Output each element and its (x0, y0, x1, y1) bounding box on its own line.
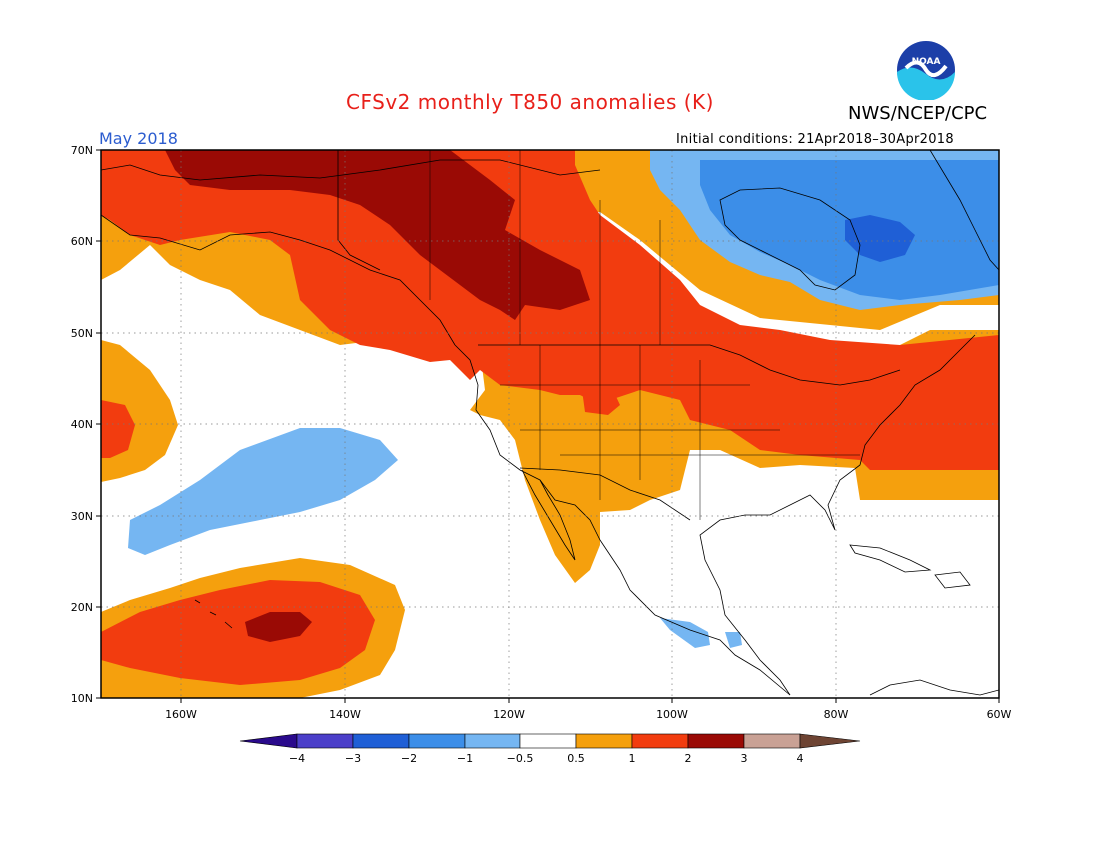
coastline-greenland (929, 150, 999, 271)
lat-label-30n: 30N (71, 510, 93, 523)
graticule (101, 150, 999, 698)
anomaly-region--1--0.5-mexico (660, 618, 710, 648)
lat-label-40n: 40N (71, 418, 93, 431)
colorbar-label-minus4: −4 (289, 752, 305, 765)
lat-label-70n: 70N (71, 144, 93, 157)
lat-label-60n: 60N (71, 235, 93, 248)
noaa-logo-text: NOAA (912, 57, 941, 67)
initial-conditions: Initial conditions: 21Apr2018–30Apr2018 (676, 132, 954, 147)
state-borders (500, 345, 860, 520)
colorbar-swatch-neutral (519, 733, 577, 749)
lat-label-10n: 10N (71, 692, 93, 705)
anomaly-region-2-3-hawaii (245, 612, 312, 642)
border-us-canada (478, 344, 901, 386)
coastline-alaska (101, 214, 456, 346)
colorbar-swatch-minus3-minus2 (352, 733, 410, 749)
colorbar-label-1: 1 (629, 752, 636, 765)
anomaly-region-1-2-midpacific (101, 400, 135, 458)
colorbar-swatch-gt-4 (799, 733, 861, 749)
lat-label-50n: 50N (71, 327, 93, 340)
agency-label: NWS/NCEP/CPC (848, 103, 988, 124)
chart-title: CFSv2 monthly T850 anomalies (K) (346, 90, 714, 114)
lon-label-160w: 160W (165, 708, 197, 721)
forecast-month: May 2018 (99, 129, 178, 148)
colorbar-label-4: 4 (797, 752, 804, 765)
lat-label-20n: 20N (71, 601, 93, 614)
colorbar-label-2: 2 (685, 752, 692, 765)
coastline-hawaii (194, 599, 233, 629)
anomaly-region-1-2-rockies (582, 388, 620, 415)
colorbar-swatch-1-2 (631, 733, 689, 749)
border-alaska-canada (337, 150, 381, 271)
anomaly-field (101, 150, 999, 698)
colorbar (239, 733, 861, 749)
province-borders (429, 150, 661, 345)
border-us-mexico (519, 467, 691, 521)
tick-marks (96, 149, 1000, 703)
colorbar-label-minus05: −0.5 (507, 752, 534, 765)
colorbar-swatch-lt-minus4 (239, 733, 298, 749)
lon-label-100w: 100W (656, 708, 688, 721)
colorbar-swatch-2-3 (687, 733, 745, 749)
anomaly-region--1--0.5-pacific (128, 428, 398, 555)
colorbar-swatch-3-4 (743, 733, 801, 749)
coastline-west (454, 344, 791, 696)
coastline-baja (521, 469, 576, 561)
lon-label-120w: 120W (493, 708, 525, 721)
lon-label-140w: 140W (329, 708, 361, 721)
colorbar-label-3: 3 (741, 752, 748, 765)
anomaly-region-1-2-hawaii (101, 580, 375, 685)
colorbar-label-minus2: −2 (401, 752, 417, 765)
coastlines (101, 150, 999, 696)
coastline-hudson-bay (719, 187, 861, 291)
colorbar-label-05: 0.5 (567, 752, 585, 765)
anomaly-region--3--2-canada (845, 215, 915, 262)
colorbar-swatch-minus1-minus05 (464, 733, 521, 749)
anomaly-region--1--0.5-guatemala (725, 632, 742, 648)
colorbar-swatch-minus4-minus3 (296, 733, 354, 749)
coastline-south-america (869, 679, 999, 696)
colorbar-label-minus3: −3 (345, 752, 361, 765)
anomaly-region-1-2-north (101, 150, 999, 470)
coastline-cuba (849, 544, 932, 573)
lon-label-80w: 80W (824, 708, 849, 721)
coastline-hispaniola (934, 571, 971, 589)
colorbar-swatch-minus2-minus1 (408, 733, 466, 749)
noaa-logo-icon: NOAA (897, 41, 955, 100)
coastline-gulf (699, 334, 976, 696)
anomaly-region-2-3-north (165, 150, 590, 320)
colorbar-swatch-05-1 (575, 733, 633, 749)
colorbar-label-minus1: −1 (457, 752, 473, 765)
lon-label-60w: 60W (987, 708, 1012, 721)
